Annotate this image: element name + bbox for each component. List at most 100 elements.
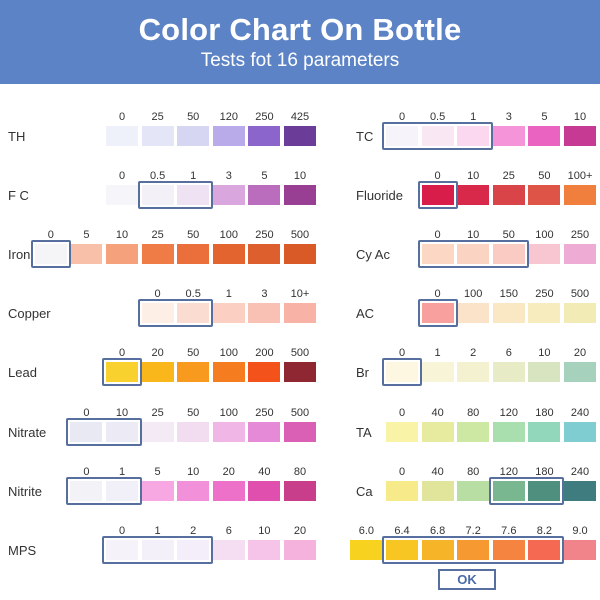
swatch-br-4[interactable] — [528, 362, 561, 382]
swatch-nitrate-4[interactable] — [212, 422, 245, 442]
swatch-mps-4[interactable] — [248, 540, 281, 560]
swatch-lead-5[interactable] — [284, 362, 316, 382]
swatch-ac-0[interactable] — [421, 303, 454, 323]
swatch-tc-5[interactable] — [564, 126, 596, 146]
swatch-fluoride-1[interactable] — [457, 185, 490, 205]
swatch-ca-3[interactable] — [492, 481, 525, 501]
swatch-ac-2[interactable] — [492, 303, 525, 323]
swatch-mps-1[interactable] — [141, 540, 174, 560]
swatch-ca-1[interactable] — [421, 481, 454, 501]
swatch-tc-1[interactable] — [421, 126, 454, 146]
swatch-ca-5[interactable] — [564, 481, 596, 501]
swatch-th-2[interactable] — [177, 126, 210, 146]
swatch-tc-2[interactable] — [457, 126, 490, 146]
swatch-iron-3[interactable] — [141, 244, 174, 264]
swatch-tc-0[interactable] — [386, 126, 418, 146]
swatch-iron-1[interactable] — [70, 244, 103, 264]
swatch-ph-3[interactable] — [457, 540, 490, 560]
swatch-br-0[interactable] — [386, 362, 418, 382]
swatch-nitrite-2[interactable] — [141, 481, 174, 501]
swatch-f-c-2[interactable] — [177, 185, 210, 205]
swatch-ph-5[interactable] — [528, 540, 561, 560]
swatch-ph-0[interactable] — [350, 540, 383, 560]
swatch-br-5[interactable] — [564, 362, 596, 382]
swatch-ph-4[interactable] — [492, 540, 525, 560]
swatch-nitrate-3[interactable] — [177, 422, 210, 442]
swatch-copper-1[interactable] — [177, 303, 210, 323]
swatch-mps-2[interactable] — [177, 540, 210, 560]
swatch-ac-4[interactable] — [564, 303, 596, 323]
swatch-lead-0[interactable] — [106, 362, 138, 382]
swatch-cy-ac-1[interactable] — [457, 244, 490, 264]
swatch-iron-2[interactable] — [106, 244, 138, 264]
swatch-ca-2[interactable] — [457, 481, 490, 501]
swatch-ph-6[interactable] — [564, 540, 596, 560]
swatch-nitrite-4[interactable] — [212, 481, 245, 501]
swatch-lead-3[interactable] — [212, 362, 245, 382]
swatch-ta-4[interactable] — [528, 422, 561, 442]
swatch-mps-5[interactable] — [284, 540, 316, 560]
swatch-th-4[interactable] — [248, 126, 281, 146]
swatch-fluoride-2[interactable] — [492, 185, 525, 205]
swatch-lead-4[interactable] — [248, 362, 281, 382]
swatch-nitrate-0[interactable] — [70, 422, 103, 442]
swatch-ta-2[interactable] — [457, 422, 490, 442]
swatch-br-3[interactable] — [492, 362, 525, 382]
swatch-ta-0[interactable] — [386, 422, 418, 442]
swatch-nitrate-2[interactable] — [141, 422, 174, 442]
swatch-ph-2[interactable] — [421, 540, 454, 560]
swatch-iron-5[interactable] — [212, 244, 245, 264]
swatch-copper-3[interactable] — [248, 303, 281, 323]
swatch-f-c-1[interactable] — [141, 185, 174, 205]
swatch-copper-4[interactable] — [284, 303, 316, 323]
swatch-iron-4[interactable] — [177, 244, 210, 264]
swatch-nitrite-5[interactable] — [248, 481, 281, 501]
swatch-ac-3[interactable] — [528, 303, 561, 323]
swatch-nitrate-1[interactable] — [106, 422, 138, 442]
swatch-nitrite-0[interactable] — [70, 481, 103, 501]
swatch-cy-ac-0[interactable] — [421, 244, 454, 264]
value-label-iron-0: 0 — [47, 229, 54, 241]
swatch-cy-ac-2[interactable] — [492, 244, 525, 264]
swatch-br-2[interactable] — [457, 362, 490, 382]
swatch-br-1[interactable] — [421, 362, 454, 382]
swatch-copper-2[interactable] — [212, 303, 245, 323]
swatch-nitrite-1[interactable] — [106, 481, 138, 501]
swatch-mps-0[interactable] — [106, 540, 138, 560]
swatch-f-c-0[interactable] — [106, 185, 138, 205]
swatch-fluoride-0[interactable] — [421, 185, 454, 205]
swatch-th-1[interactable] — [141, 126, 174, 146]
swatch-iron-7[interactable] — [284, 244, 316, 264]
swatch-ta-3[interactable] — [492, 422, 525, 442]
swatch-nitrite-6[interactable] — [284, 481, 316, 501]
swatch-ph-1[interactable] — [386, 540, 418, 560]
swatch-ta-1[interactable] — [421, 422, 454, 442]
swatch-lead-2[interactable] — [177, 362, 210, 382]
swatch-tc-4[interactable] — [528, 126, 561, 146]
swatch-f-c-4[interactable] — [248, 185, 281, 205]
swatch-th-0[interactable] — [106, 126, 138, 146]
swatch-nitrate-6[interactable] — [284, 422, 316, 442]
swatch-tc-3[interactable] — [492, 126, 525, 146]
swatch-cy-ac-3[interactable] — [528, 244, 561, 264]
swatch-lead-1[interactable] — [141, 362, 174, 382]
swatch-th-5[interactable] — [284, 126, 316, 146]
swatch-nitrate-5[interactable] — [248, 422, 281, 442]
swatch-ca-0[interactable] — [386, 481, 418, 501]
value-label-copper-3: 3 — [261, 288, 268, 300]
swatch-th-3[interactable] — [212, 126, 245, 146]
swatch-ta-5[interactable] — [564, 422, 596, 442]
swatch-f-c-3[interactable] — [212, 185, 245, 205]
swatch-fluoride-4[interactable] — [564, 185, 596, 205]
swatch-cy-ac-4[interactable] — [564, 244, 596, 264]
swatch-iron-6[interactable] — [248, 244, 281, 264]
ok-button[interactable]: OK — [438, 569, 496, 590]
swatch-iron-0[interactable] — [34, 244, 67, 264]
swatch-f-c-5[interactable] — [284, 185, 316, 205]
swatch-mps-3[interactable] — [212, 540, 245, 560]
swatch-ac-1[interactable] — [457, 303, 490, 323]
swatch-ca-4[interactable] — [528, 481, 561, 501]
swatch-copper-0[interactable] — [141, 303, 174, 323]
swatch-fluoride-3[interactable] — [528, 185, 561, 205]
swatch-nitrite-3[interactable] — [177, 481, 210, 501]
